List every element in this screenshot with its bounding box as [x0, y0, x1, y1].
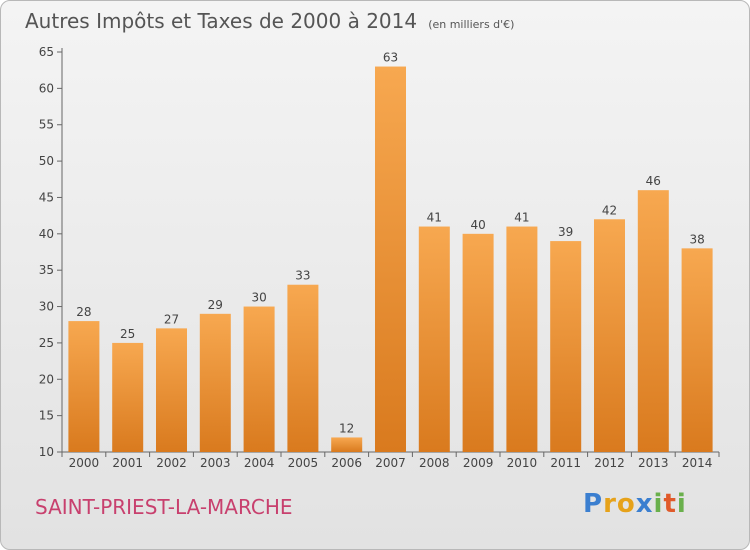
bar: [594, 219, 625, 452]
data-label: 38: [689, 232, 704, 246]
logo-letter: i: [676, 489, 687, 519]
logo-letter: i: [653, 489, 664, 519]
y-tick-label: 10: [39, 445, 54, 459]
logo-letter: r: [603, 489, 617, 519]
bar: [199, 313, 231, 452]
x-tick-label: 2004: [244, 456, 275, 470]
bar: [550, 241, 582, 452]
x-tick-label: 2011: [550, 456, 581, 470]
data-label: 41: [427, 211, 442, 225]
x-tick-label: 2009: [463, 456, 494, 470]
data-label: 30: [251, 291, 266, 305]
bar: [462, 233, 494, 452]
y-tick-label: 50: [39, 154, 54, 168]
title-row: Autres Impôts et Taxes de 2000 à 2014 (e…: [25, 9, 514, 33]
bar: [506, 226, 538, 452]
data-label: 27: [164, 312, 179, 326]
y-tick-label: 35: [39, 263, 54, 277]
x-tick-label: 2003: [200, 456, 231, 470]
x-tick-label: 2012: [594, 456, 625, 470]
bar: [68, 321, 100, 452]
bar: [418, 226, 450, 452]
bar: [375, 66, 406, 452]
y-tick-label: 60: [39, 81, 54, 95]
y-tick-label: 45: [39, 190, 54, 204]
y-tick-label: 15: [39, 409, 54, 423]
y-tick-label: 55: [39, 118, 54, 132]
chart-subtitle: (en milliers d'€): [428, 18, 515, 31]
data-label: 42: [602, 203, 617, 217]
data-label: 40: [470, 218, 485, 232]
x-tick-label: 2000: [69, 456, 100, 470]
x-tick-label: 2008: [419, 456, 450, 470]
data-label: 39: [558, 225, 573, 239]
y-tick-label: 25: [39, 336, 54, 350]
proxiti-logo: Proxiti: [583, 489, 687, 519]
bar: [681, 248, 713, 452]
bar: [156, 328, 187, 452]
y-tick-label: 20: [39, 372, 54, 386]
x-tick-label: 2010: [507, 456, 538, 470]
x-tick-label: 2002: [156, 456, 187, 470]
commune-name: SAINT-PRIEST-LA-MARCHE: [35, 495, 293, 519]
x-tick-label: 2005: [288, 456, 319, 470]
data-label: 41: [514, 211, 529, 225]
logo-letter: t: [663, 489, 677, 519]
bar: [287, 284, 319, 452]
data-label: 63: [383, 51, 398, 65]
x-tick-label: 2013: [638, 456, 669, 470]
data-label: 29: [208, 298, 223, 312]
y-tick-label: 65: [39, 45, 54, 59]
data-label: 28: [76, 305, 91, 319]
bar: [112, 342, 144, 452]
logo-letter: P: [583, 489, 604, 519]
x-tick-label: 2006: [331, 456, 362, 470]
chart-title: Autres Impôts et Taxes de 2000 à 2014: [25, 9, 418, 33]
logo-letter: x: [635, 489, 654, 519]
data-label: 12: [339, 421, 354, 435]
logo-letter: o: [616, 489, 636, 519]
data-label: 25: [120, 327, 135, 341]
x-tick-label: 2001: [112, 456, 143, 470]
bar: [637, 190, 669, 452]
bar: [331, 437, 363, 452]
data-label: 46: [646, 174, 661, 188]
bar: [243, 306, 275, 452]
data-label: 33: [295, 269, 310, 283]
y-tick-label: 40: [39, 227, 54, 241]
x-tick-label: 2007: [375, 456, 406, 470]
y-tick-label: 30: [39, 300, 54, 314]
x-tick-label: 2014: [682, 456, 713, 470]
